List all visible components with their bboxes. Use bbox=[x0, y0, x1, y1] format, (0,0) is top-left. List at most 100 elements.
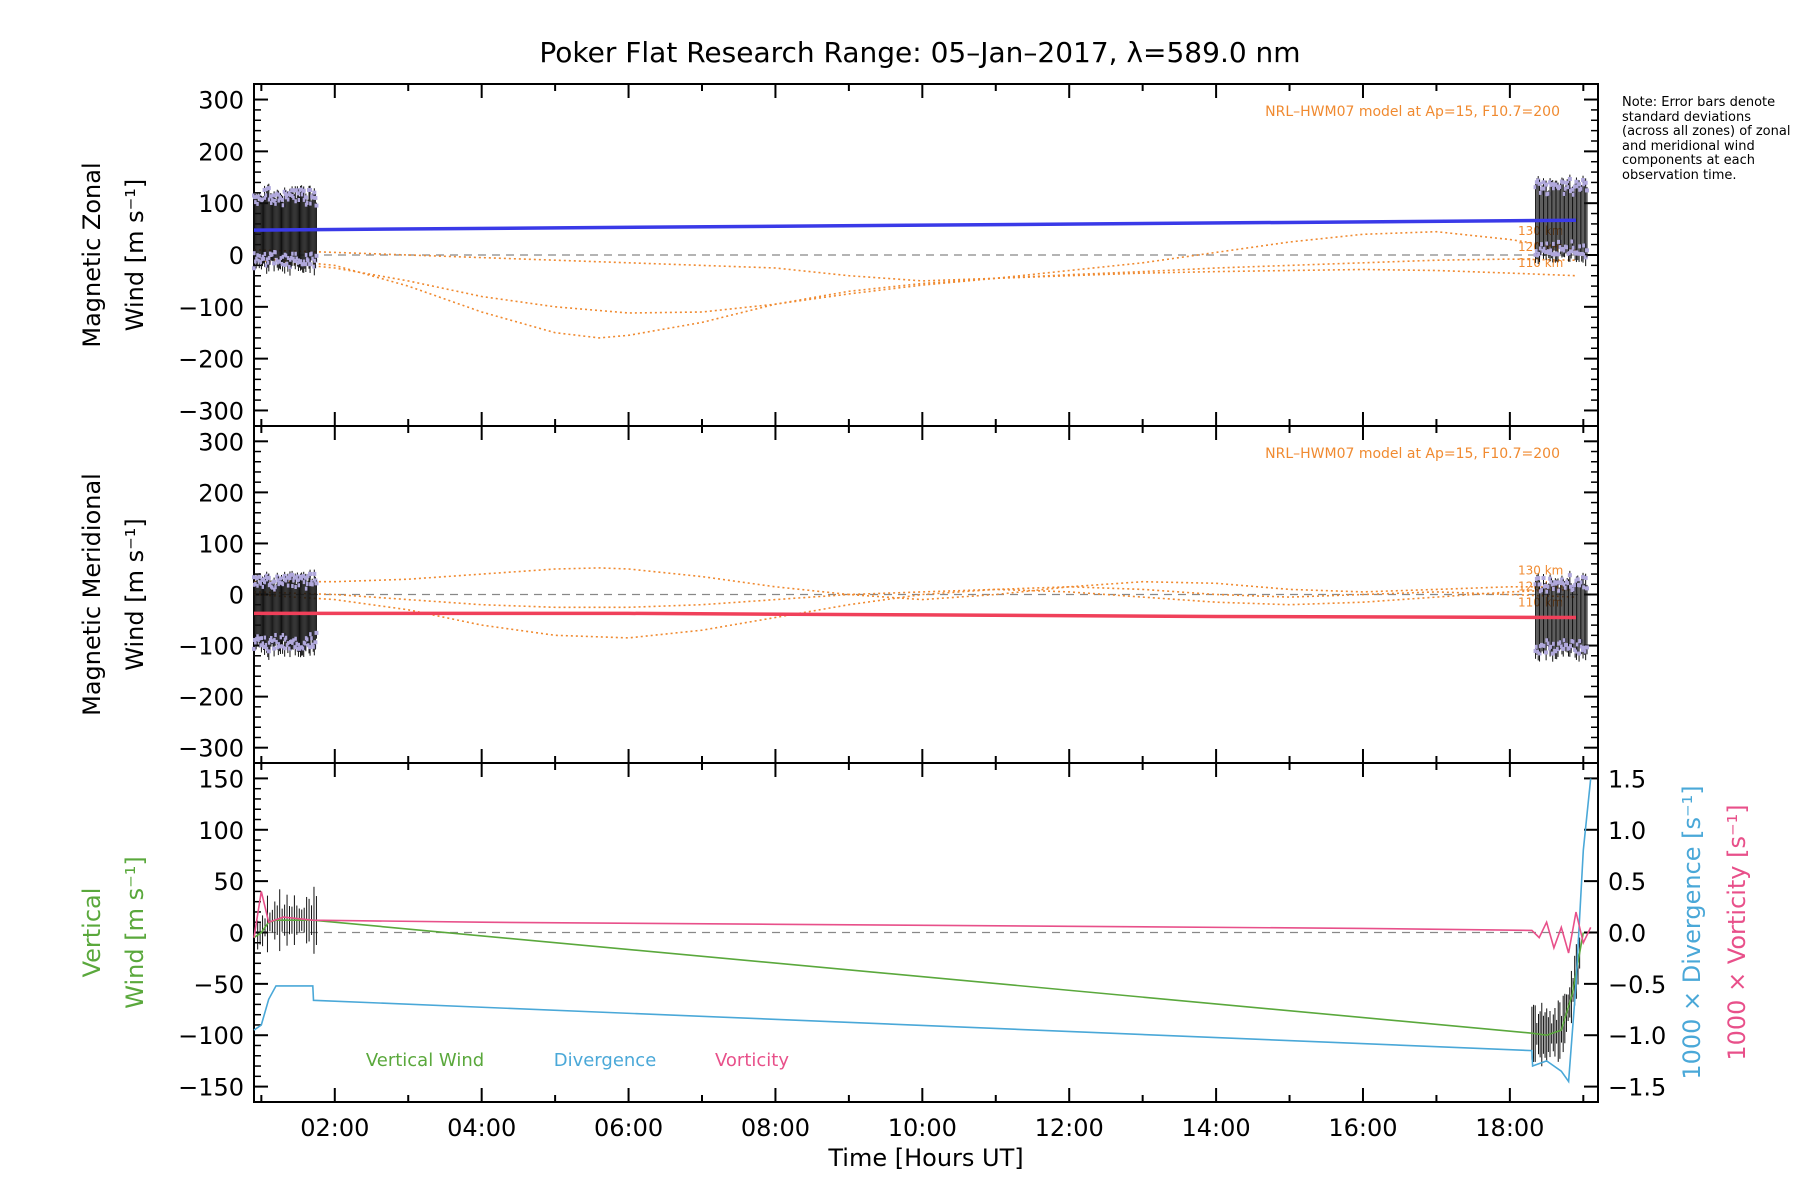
observation-point bbox=[271, 198, 276, 203]
y-tick-label: 100 bbox=[198, 530, 244, 558]
observation-point bbox=[1583, 180, 1588, 185]
observation-point bbox=[259, 260, 264, 265]
observation-point bbox=[1550, 582, 1555, 587]
observation-point bbox=[273, 637, 278, 642]
y-tick-label: 200 bbox=[198, 479, 244, 507]
observation-point bbox=[256, 583, 261, 588]
x-tick-label: 18:00 bbox=[1475, 1114, 1544, 1142]
observation-point bbox=[293, 575, 298, 580]
observation-point bbox=[314, 630, 319, 635]
observation-point bbox=[1570, 187, 1575, 192]
observation-point bbox=[1584, 586, 1589, 591]
y2-axis-label-vorticity: 1000 × Vorticity [s⁻¹] bbox=[1723, 804, 1751, 1060]
x-tick-label: 10:00 bbox=[888, 1114, 957, 1142]
observation-point bbox=[1544, 650, 1549, 655]
observation-point bbox=[1571, 245, 1576, 250]
observation-point bbox=[1538, 246, 1543, 251]
observation-point bbox=[275, 257, 280, 262]
observation-point bbox=[1566, 185, 1571, 190]
observation-point bbox=[1541, 575, 1546, 580]
observation-point bbox=[303, 195, 308, 200]
observation-point bbox=[309, 201, 314, 206]
observation-point bbox=[284, 635, 289, 640]
observation-point bbox=[1571, 192, 1576, 197]
y2-tick-label: 0.5 bbox=[1608, 868, 1646, 896]
observation-point bbox=[259, 643, 264, 648]
observation-point bbox=[297, 583, 302, 588]
y-tick-label: −300 bbox=[178, 735, 244, 763]
observation-point bbox=[255, 194, 260, 199]
observation-point bbox=[297, 198, 302, 203]
observation-point bbox=[295, 256, 300, 261]
observation-point bbox=[280, 644, 285, 649]
observation-point bbox=[287, 646, 292, 651]
observation-point bbox=[310, 636, 315, 641]
observation-point bbox=[276, 192, 281, 197]
vorticity-line bbox=[253, 891, 1592, 954]
observation-point bbox=[1573, 583, 1578, 588]
observation-point bbox=[1550, 651, 1555, 656]
observation-point bbox=[295, 641, 300, 646]
observation-point bbox=[1545, 589, 1550, 594]
model-line-130km bbox=[254, 567, 1576, 601]
altitude-label: 130 km bbox=[1518, 564, 1563, 578]
observation-point bbox=[1577, 182, 1582, 187]
y-tick-label: −100 bbox=[178, 294, 244, 322]
observation-point bbox=[282, 189, 287, 194]
observation-point bbox=[1550, 182, 1555, 187]
observation-point bbox=[1546, 641, 1551, 646]
y2-tick-label: 1.5 bbox=[1608, 765, 1646, 793]
y-tick-label: −100 bbox=[178, 633, 244, 661]
observation-point bbox=[296, 191, 301, 196]
observation-point bbox=[1555, 580, 1560, 585]
observation-point bbox=[1552, 586, 1557, 591]
observation-point bbox=[265, 257, 270, 262]
observation-point bbox=[1582, 243, 1587, 248]
observation-point bbox=[271, 252, 276, 257]
observation-point bbox=[1548, 251, 1553, 256]
observation-point bbox=[1540, 186, 1545, 191]
observation-point bbox=[285, 575, 290, 580]
observation-point bbox=[269, 200, 274, 205]
observation-point bbox=[300, 192, 305, 197]
observation-point bbox=[1571, 639, 1576, 644]
observation-point bbox=[1533, 648, 1538, 653]
observation-point bbox=[291, 584, 296, 589]
observation-point bbox=[294, 199, 299, 204]
observation-point bbox=[1544, 250, 1549, 255]
observation-point bbox=[1578, 639, 1583, 644]
y-tick-label: 200 bbox=[198, 138, 244, 166]
observation-point bbox=[1557, 588, 1562, 593]
observation-point bbox=[1569, 644, 1574, 649]
observation-point bbox=[310, 251, 315, 256]
observation-point bbox=[266, 575, 271, 580]
observation-point bbox=[1574, 649, 1579, 654]
observation-point bbox=[279, 635, 284, 640]
y-tick-label: 0 bbox=[229, 920, 244, 948]
observation-point bbox=[313, 578, 318, 583]
observation-point bbox=[304, 586, 309, 591]
observation-point bbox=[1558, 184, 1563, 189]
observation-point bbox=[260, 577, 265, 582]
observation-point bbox=[1541, 180, 1546, 185]
observation-point bbox=[1537, 251, 1542, 256]
chart-title: Poker Flat Research Range: 05–Jan–2017, … bbox=[539, 36, 1300, 69]
model-label: NRL–HWM07 model at Ap=15, F10.7=200 bbox=[1265, 446, 1560, 462]
observation-point bbox=[278, 644, 283, 649]
observation-point bbox=[303, 641, 308, 646]
observation-point bbox=[1549, 644, 1554, 649]
observation-point bbox=[271, 585, 276, 590]
observation-point bbox=[1565, 180, 1570, 185]
observation-point bbox=[308, 571, 313, 576]
observation-point bbox=[1554, 649, 1559, 654]
observation-point bbox=[1549, 580, 1554, 585]
observation-point bbox=[272, 193, 277, 198]
observation-point bbox=[1581, 647, 1586, 652]
observation-point bbox=[1550, 252, 1555, 257]
observation-point bbox=[291, 251, 296, 256]
observation-point bbox=[280, 197, 285, 202]
observation-point bbox=[292, 256, 297, 261]
observation-point bbox=[272, 261, 277, 266]
observation-point bbox=[264, 263, 269, 268]
